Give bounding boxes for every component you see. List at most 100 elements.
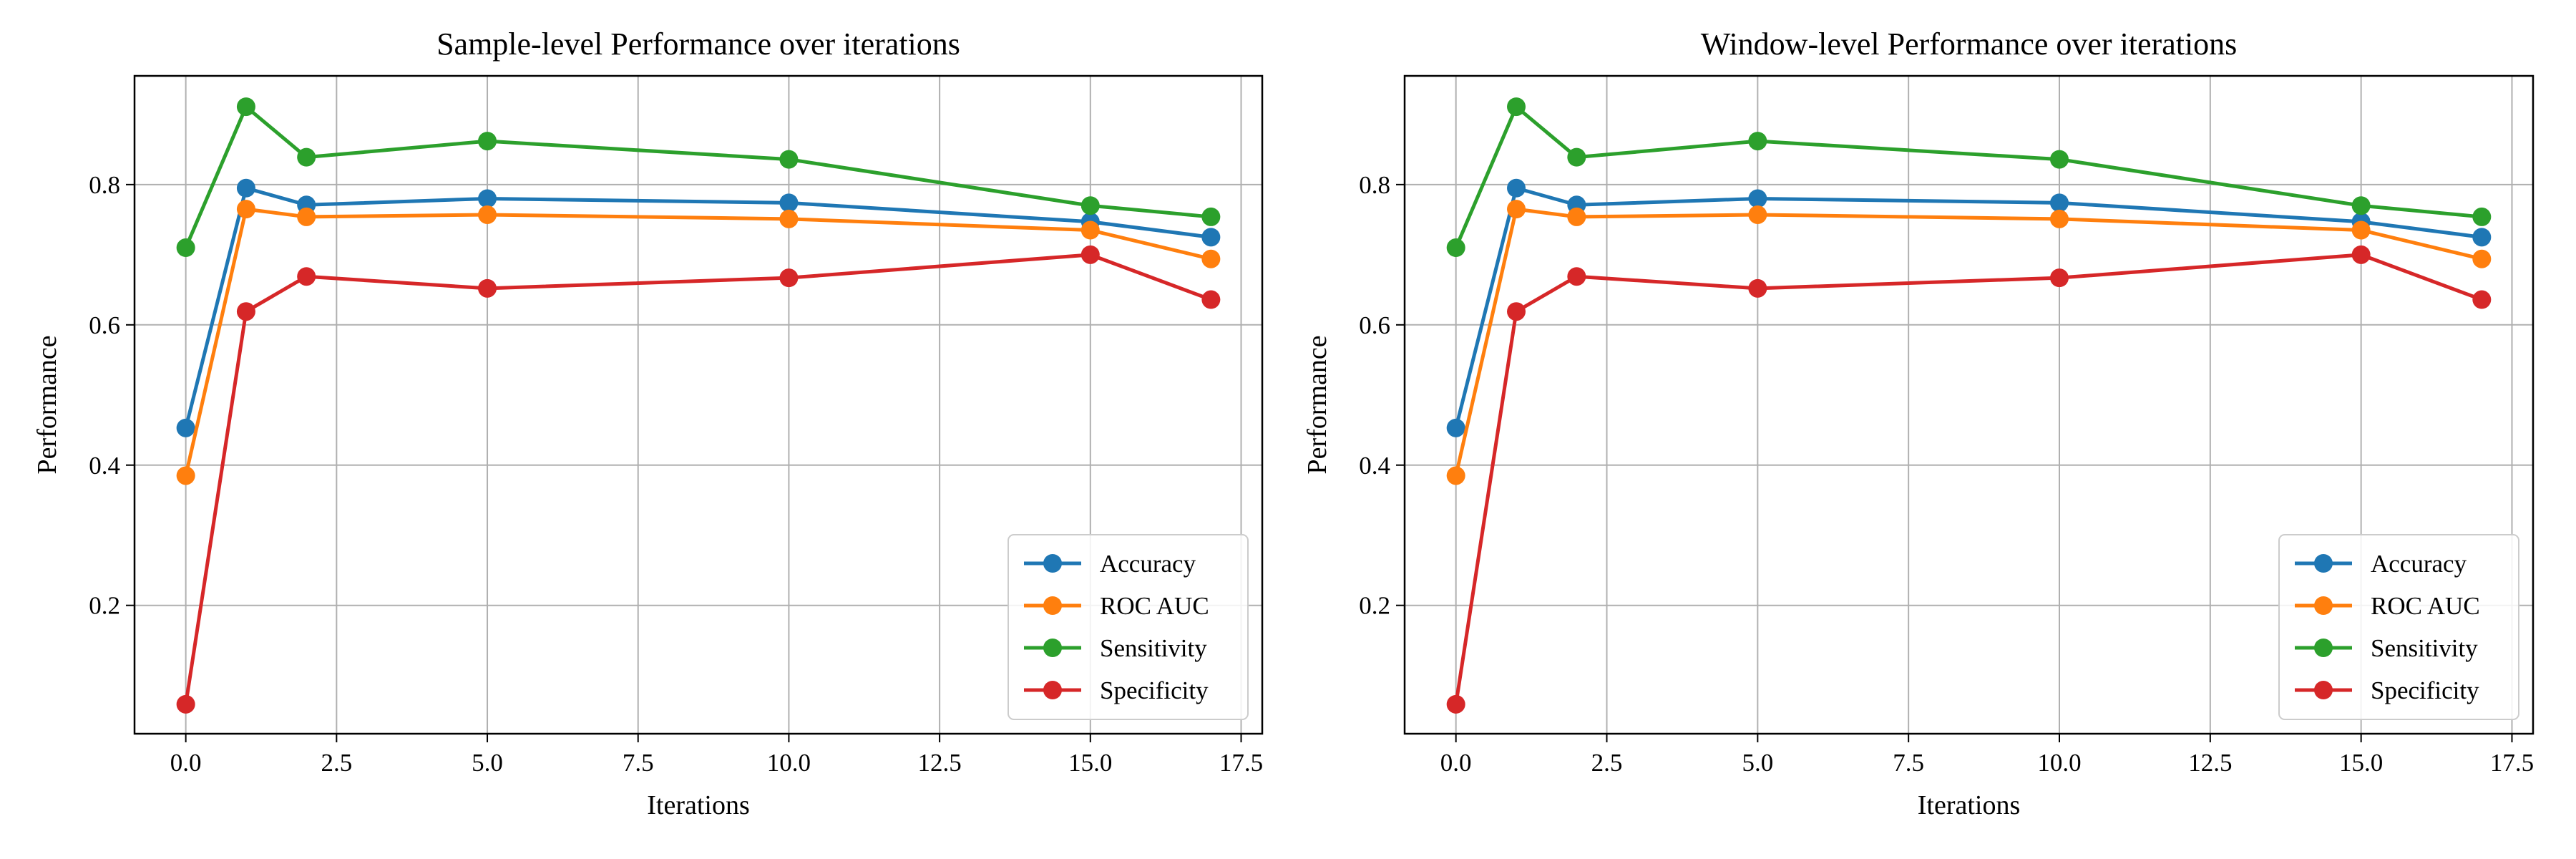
- legend-swatch-marker: [2314, 681, 2333, 699]
- data-point-specificity: [236, 302, 255, 321]
- legend-entry: Sensitivity: [1100, 634, 1207, 662]
- data-point-roc-auc: [1201, 249, 1221, 268]
- data-point-specificity: [1748, 278, 1767, 298]
- y-axis-label: Performance: [1302, 335, 1332, 474]
- x-tick-label: 10.0: [767, 749, 811, 777]
- data-point-specificity: [779, 268, 799, 288]
- chart-panel-2: 0.0 2.5 5.0 7.5 10.0 12.5 15.0 17.5 0.2 0.4 0.6 0.8…: [1302, 26, 2534, 820]
- y-tick-label: 0.4: [1359, 452, 1390, 480]
- data-point-specificity: [2351, 245, 2371, 264]
- y-tick-label: 0.2: [1359, 592, 1390, 620]
- series-line-roc-auc: [184, 207, 1211, 477]
- x-tick-label: 12.5: [2188, 749, 2232, 777]
- y-tick-label: 0.6: [1359, 311, 1390, 339]
- legend-entry: ROC AUC: [2371, 592, 2480, 620]
- x-tick-label: 7.5: [623, 749, 654, 777]
- data-point-roc-auc: [2049, 209, 2069, 228]
- legend-entry: ROC AUC: [1100, 592, 1209, 620]
- data-point-sensitivity: [297, 147, 316, 167]
- data-point-specificity: [478, 278, 497, 298]
- x-axis-label: Iterations: [1918, 790, 2021, 820]
- data-point-specificity: [1446, 694, 1465, 714]
- legend-swatch-marker: [2314, 554, 2333, 573]
- data-point-specificity: [176, 694, 195, 714]
- x-tick-label: 15.0: [2339, 749, 2383, 777]
- legend: Accuracy ROC AUC Sensitivity Specificity: [1008, 534, 1249, 720]
- data-point-specificity: [297, 267, 316, 286]
- data-point-accuracy: [2472, 228, 2492, 247]
- y-axis-label: Performance: [32, 335, 62, 474]
- data-point-sensitivity: [1446, 238, 1465, 258]
- y-tick-label: 0.8: [89, 171, 120, 199]
- data-point-sensitivity: [2351, 196, 2371, 215]
- data-point-roc-auc: [297, 207, 316, 226]
- data-point-specificity: [2472, 290, 2492, 309]
- series-line-accuracy: [184, 186, 1211, 429]
- legend-entry: Accuracy: [1100, 550, 1196, 578]
- data-point-accuracy: [1507, 178, 1526, 198]
- y-tick-label: 0.8: [1359, 171, 1390, 199]
- x-axis-label: Iterations: [647, 790, 750, 820]
- data-point-sensitivity: [779, 150, 799, 169]
- series-line-sensitivity: [1454, 105, 2482, 249]
- data-point-accuracy: [236, 178, 255, 198]
- data-point-specificity: [2049, 268, 2069, 288]
- chart-title: Window-level Performance over iterations: [1701, 26, 2238, 62]
- data-point-roc-auc: [1080, 220, 1100, 240]
- data-point-specificity: [1201, 290, 1221, 309]
- x-tick-label: 5.0: [472, 749, 503, 777]
- x-tick-label: 0.0: [1440, 749, 1472, 777]
- data-point-sensitivity: [1080, 196, 1100, 215]
- y-tick-label: 0.6: [89, 311, 120, 339]
- data-point-roc-auc: [478, 205, 497, 224]
- data-point-accuracy: [1748, 189, 1767, 208]
- legend-box: [1008, 534, 1249, 720]
- x-tick-label: 7.5: [1893, 749, 1924, 777]
- legend-swatch-marker: [2314, 639, 2333, 657]
- data-point-roc-auc: [1748, 205, 1767, 224]
- data-point-accuracy: [779, 193, 799, 213]
- data-point-roc-auc: [2472, 249, 2492, 268]
- x-tick-label: 17.5: [1219, 749, 1263, 777]
- axes-frame: [1403, 74, 2534, 735]
- x-tick-label: 10.0: [2037, 749, 2081, 777]
- legend-entry: Specificity: [2371, 676, 2479, 704]
- data-point-specificity: [1507, 302, 1526, 321]
- legend-swatch-marker: [1043, 681, 1062, 699]
- legend-entry: Accuracy: [2371, 550, 2467, 578]
- data-point-sensitivity: [1567, 147, 1586, 167]
- data-point-accuracy: [1201, 228, 1221, 247]
- x-tick-label: 2.5: [321, 749, 352, 777]
- x-tick-label: 15.0: [1068, 749, 1112, 777]
- x-tick-label: 5.0: [1742, 749, 1773, 777]
- data-point-accuracy: [1446, 418, 1465, 437]
- legend-swatch-marker: [1043, 639, 1062, 657]
- data-point-roc-auc: [1567, 207, 1586, 226]
- data-point-sensitivity: [2472, 207, 2492, 226]
- data-point-sensitivity: [2049, 150, 2069, 169]
- chart-title: Sample-level Performance over iterations: [436, 26, 960, 62]
- x-tick-label: 12.5: [917, 749, 961, 777]
- data-point-specificity: [1080, 245, 1100, 264]
- legend: Accuracy ROC AUC Sensitivity Specificity: [2278, 534, 2519, 720]
- data-point-sensitivity: [1748, 132, 1767, 151]
- data-point-sensitivity: [1507, 97, 1526, 117]
- series-line-accuracy: [1454, 186, 2482, 429]
- data-point-sensitivity: [236, 97, 255, 117]
- data-point-specificity: [1567, 267, 1586, 286]
- x-tick-label: 0.0: [170, 749, 202, 777]
- chart-panel-1: 0.0 2.5 5.0 7.5 10.0 12.5 15.0 17.5 0.2 0.4 0.6 0.8…: [32, 26, 1264, 820]
- legend-swatch-marker: [1043, 554, 1062, 573]
- x-tick-label: 2.5: [1591, 749, 1623, 777]
- x-tick-label: 17.5: [2490, 749, 2534, 777]
- legend-box: [2278, 534, 2519, 720]
- legend-entry: Specificity: [1100, 676, 1209, 704]
- y-tick-label: 0.4: [89, 452, 120, 480]
- series-line-roc-auc: [1454, 207, 2482, 477]
- data-point-sensitivity: [1201, 207, 1221, 226]
- data-point-accuracy: [478, 189, 497, 208]
- data-point-roc-auc: [236, 200, 255, 219]
- data-point-accuracy: [176, 418, 195, 437]
- y-tick-label: 0.2: [89, 592, 120, 620]
